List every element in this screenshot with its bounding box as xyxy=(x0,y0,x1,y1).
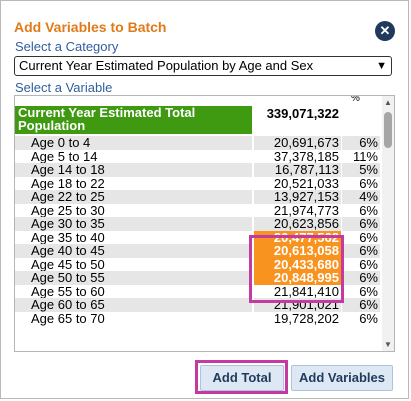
close-icon[interactable]: ✕ xyxy=(375,21,395,41)
row-percent: 5% xyxy=(342,163,380,177)
table-row[interactable]: Age 30 to 35 20,623,856 6% xyxy=(15,217,380,231)
table-row[interactable]: Age 0 to 4 20,691,673 6% xyxy=(15,136,380,150)
row-percent: 6% xyxy=(342,244,380,258)
table-row[interactable]: Age 5 to 14 37,378,185 11% xyxy=(15,148,380,164)
row-percent: 6% xyxy=(359,256,378,272)
row-value: 20,613,058 xyxy=(254,244,341,258)
row-value: 20,521,033 xyxy=(273,175,339,191)
table-row[interactable]: Age 55 to 60 21,841,410 6% xyxy=(15,283,380,299)
row-label: Age 60 to 65 xyxy=(15,298,252,312)
row-percent: 6% xyxy=(342,298,380,312)
row-percent: 6% xyxy=(359,202,378,218)
scroll-down-icon[interactable]: ▼ xyxy=(384,340,392,349)
row-label: Age 40 to 45 xyxy=(15,244,252,258)
variable-rows: Age 0 to 4 20,691,673 6% Age 5 to 14 37,378,… xyxy=(15,136,380,325)
row-label: Age 65 to 70 xyxy=(31,310,105,326)
row-percent: 4% xyxy=(342,190,380,204)
row-percent: 11% xyxy=(352,148,378,164)
dialog-title: Add Variables to Batch xyxy=(14,19,167,35)
row-percent: 6% xyxy=(359,310,378,326)
row-value: 37,378,185 xyxy=(273,148,339,164)
row-value: 20,477,562 xyxy=(254,230,341,244)
row-label: Age 22 to 25 xyxy=(15,190,252,204)
row-value: 20,848,995 xyxy=(254,271,341,285)
table-row[interactable]: Age 40 to 45 20,613,058 6% xyxy=(15,244,380,258)
table-row[interactable]: Age 50 to 55 20,848,995 6% xyxy=(15,271,380,285)
row-label: Age 50 to 55 xyxy=(15,271,252,285)
row-label: Age 30 to 35 xyxy=(15,217,252,231)
row-value: 21,841,410 xyxy=(273,283,339,299)
row-percent: 6% xyxy=(342,136,380,150)
row-percent: 6% xyxy=(342,217,380,231)
category-label: Select a Category xyxy=(15,39,119,54)
row-value: 19,728,202 xyxy=(273,310,339,326)
table-row[interactable]: Age 65 to 70 19,728,202 6% xyxy=(15,310,380,326)
row-value: 20,691,673 xyxy=(254,136,341,150)
total-row[interactable]: Current Year Estimated Total Population … xyxy=(15,106,380,134)
category-select[interactable]: Current Year Estimated Population by Age… xyxy=(14,56,392,76)
add-variables-button[interactable]: Add Variables xyxy=(291,365,393,391)
row-label: Age 45 to 50 xyxy=(31,256,105,272)
row-value: 21,974,773 xyxy=(273,202,339,218)
category-selected-value: Current Year Estimated Population by Age… xyxy=(19,58,314,73)
table-row[interactable]: Age 25 to 30 21,974,773 6% xyxy=(15,202,380,218)
percent-header: % xyxy=(351,95,360,104)
row-label: Age 5 to 14 xyxy=(31,148,98,164)
row-percent: 6% xyxy=(342,271,380,285)
table-row[interactable]: Age 18 to 22 20,521,033 6% xyxy=(15,175,380,191)
variable-table: % Current Year Estimated Total Populatio… xyxy=(14,95,395,352)
row-percent: 6% xyxy=(359,283,378,299)
row-value: 16,787,113 xyxy=(254,163,341,177)
table-row[interactable]: Age 60 to 65 21,901,021 6% xyxy=(15,298,380,312)
total-value: 339,071,322 xyxy=(266,106,339,121)
row-value: 20,623,856 xyxy=(254,217,341,231)
table-row[interactable]: Age 14 to 18 16,787,113 5% xyxy=(15,163,380,177)
row-value: 20,433,680 xyxy=(254,257,341,271)
row-value: 13,927,153 xyxy=(254,190,341,204)
add-total-button[interactable]: Add Total xyxy=(200,365,284,391)
variable-label: Select a Variable xyxy=(15,80,113,95)
row-percent: 6% xyxy=(359,229,378,245)
table-row[interactable]: Age 22 to 25 13,927,153 4% xyxy=(15,190,380,204)
row-label: Age 14 to 18 xyxy=(15,163,252,177)
table-row[interactable]: Age 45 to 50 20,433,680 6% xyxy=(15,256,380,272)
table-row[interactable]: Age 35 to 40 20,477,562 6% xyxy=(15,229,380,245)
table-scrollbar[interactable]: ▲ ▼ xyxy=(382,96,394,351)
scroll-up-icon[interactable]: ▲ xyxy=(384,98,392,107)
total-label: Current Year Estimated Total Population xyxy=(15,106,252,134)
row-label: Age 25 to 30 xyxy=(31,202,105,218)
table-header: % xyxy=(15,96,380,106)
row-value: 21,901,021 xyxy=(254,298,341,312)
row-label: Age 55 to 60 xyxy=(31,283,105,299)
row-label: Age 35 to 40 xyxy=(31,229,105,245)
scrollbar-thumb[interactable] xyxy=(384,112,392,148)
row-label: Age 18 to 22 xyxy=(31,175,105,191)
row-label: Age 0 to 4 xyxy=(15,136,252,150)
chevron-down-icon: ▼ xyxy=(376,60,387,72)
row-percent: 6% xyxy=(359,175,378,191)
